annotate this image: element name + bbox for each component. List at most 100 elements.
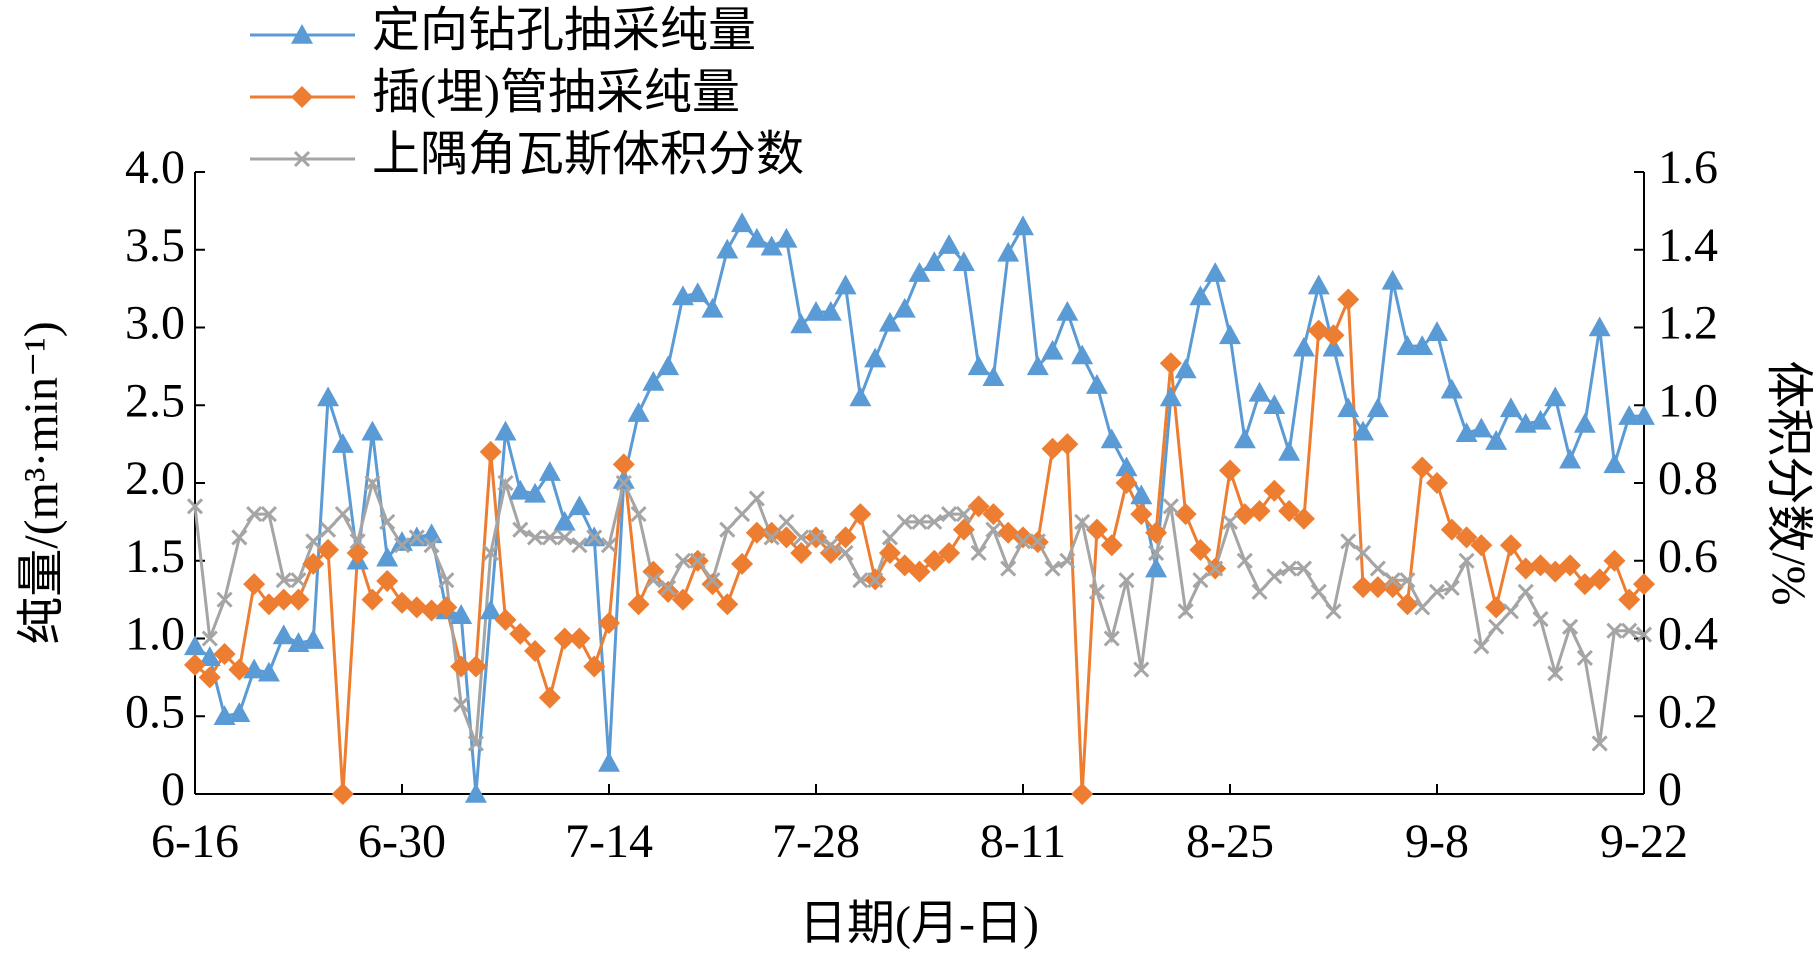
- marker: [1633, 573, 1655, 596]
- marker: [1236, 552, 1253, 569]
- marker: [967, 495, 990, 518]
- marker: [1517, 583, 1534, 600]
- marker: [583, 655, 606, 678]
- legend-label: 插(埋)管抽采纯量: [372, 66, 740, 119]
- marker: [1278, 440, 1301, 461]
- marker: [568, 627, 591, 650]
- marker: [1366, 576, 1389, 599]
- marker: [1337, 288, 1360, 311]
- marker: [361, 588, 384, 611]
- marker: [213, 643, 236, 666]
- x-tick-label: 8-11: [980, 815, 1066, 868]
- marker: [1591, 735, 1608, 752]
- marker: [1130, 503, 1153, 526]
- marker: [243, 658, 266, 679]
- marker: [467, 735, 484, 752]
- x-tick-label: 9-22: [1600, 815, 1688, 868]
- marker: [568, 495, 591, 516]
- marker: [524, 639, 547, 662]
- marker: [1588, 316, 1611, 337]
- marker: [1088, 583, 1105, 600]
- marker: [716, 238, 739, 259]
- marker: [1014, 533, 1032, 550]
- marker: [763, 529, 780, 546]
- marker: [1399, 572, 1416, 589]
- marker: [317, 386, 340, 407]
- marker: [1012, 215, 1034, 236]
- marker: [970, 544, 987, 562]
- marker: [955, 506, 972, 523]
- marker: [509, 622, 532, 645]
- marker: [923, 251, 946, 271]
- marker: [438, 572, 455, 589]
- marker: [849, 386, 872, 407]
- x-tick-label: 9-8: [1405, 815, 1469, 868]
- marker: [941, 506, 958, 523]
- marker: [1148, 544, 1165, 562]
- marker: [512, 521, 529, 538]
- marker: [704, 572, 721, 589]
- marker: [1278, 499, 1301, 522]
- x-tick-label: 7-14: [565, 815, 653, 868]
- marker: [260, 506, 277, 523]
- marker: [745, 227, 768, 248]
- marker: [201, 630, 218, 647]
- marker: [1603, 453, 1626, 474]
- marker: [1219, 324, 1241, 345]
- marker: [524, 482, 547, 503]
- marker: [731, 552, 754, 575]
- marker: [878, 541, 901, 564]
- y-tick-label: 2.0: [125, 452, 185, 505]
- marker: [450, 604, 473, 624]
- marker: [331, 783, 354, 805]
- legend-item: 上隅角瓦斯体积分数: [250, 128, 804, 181]
- marker: [317, 538, 340, 561]
- marker: [1499, 397, 1522, 418]
- y2-tick-label: 0.6: [1658, 530, 1718, 583]
- y2-tick-label: 1.0: [1658, 374, 1718, 427]
- marker: [246, 506, 263, 523]
- marker: [1470, 534, 1493, 557]
- marker: [1204, 262, 1227, 282]
- marker: [450, 655, 473, 678]
- marker: [1115, 472, 1138, 494]
- marker: [423, 537, 440, 554]
- marker: [553, 510, 576, 531]
- marker: [1100, 428, 1123, 449]
- marker: [1248, 381, 1271, 402]
- marker: [1485, 596, 1508, 619]
- marker: [952, 518, 975, 541]
- marker: [1251, 583, 1268, 600]
- marker: [982, 503, 1005, 526]
- marker: [1071, 344, 1094, 365]
- x-tick-label: 6-16: [151, 815, 239, 868]
- x-tick-label: 6-30: [358, 815, 446, 868]
- marker: [805, 300, 827, 321]
- marker: [1103, 630, 1120, 647]
- marker: [997, 241, 1020, 262]
- marker: [1352, 576, 1375, 599]
- y2-tick-label: 0.8: [1658, 452, 1718, 505]
- marker: [1310, 583, 1327, 600]
- marker: [1118, 572, 1135, 589]
- marker: [272, 588, 295, 611]
- marker: [1000, 560, 1017, 577]
- marker: [453, 696, 470, 713]
- marker: [1325, 603, 1342, 620]
- marker: [985, 521, 1002, 538]
- marker: [1428, 583, 1446, 600]
- marker: [686, 282, 709, 303]
- marker: [497, 474, 514, 492]
- marker: [893, 297, 916, 318]
- marker: [701, 297, 724, 318]
- marker: [938, 234, 961, 254]
- marker: [1307, 274, 1330, 295]
- marker: [361, 420, 384, 441]
- y-tick-label: 2.5: [125, 374, 185, 427]
- marker: [657, 355, 680, 376]
- marker: [1532, 611, 1549, 628]
- marker: [1576, 649, 1593, 666]
- marker: [1177, 603, 1194, 620]
- marker: [1366, 397, 1389, 418]
- marker: [538, 461, 561, 481]
